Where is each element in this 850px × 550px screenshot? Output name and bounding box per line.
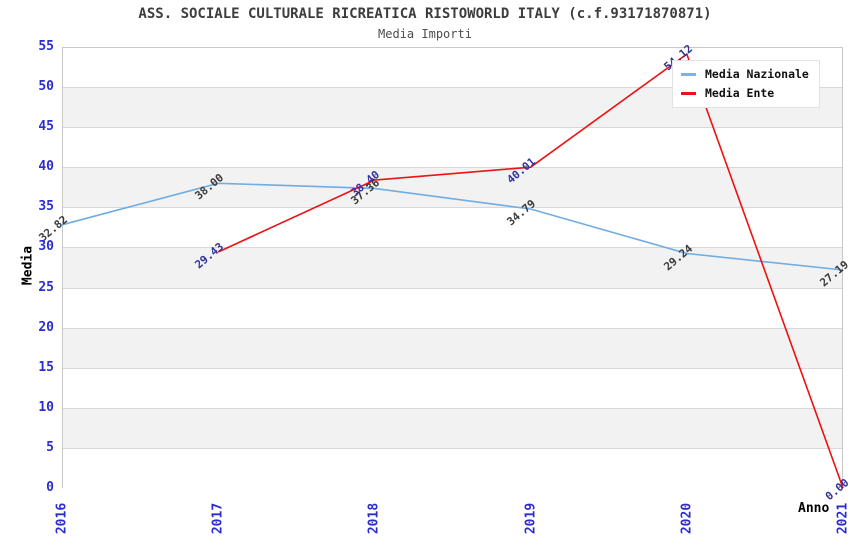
gridline bbox=[63, 327, 842, 329]
gridline bbox=[63, 287, 842, 289]
legend-label-media-ente: Media Ente bbox=[705, 86, 775, 100]
legend-item-media-nazionale: Media Nazionale bbox=[681, 67, 809, 81]
gridline bbox=[63, 127, 842, 129]
gridline bbox=[63, 207, 842, 209]
background-band bbox=[63, 248, 842, 289]
background-band bbox=[63, 128, 842, 169]
background-band bbox=[63, 168, 842, 209]
plot-area bbox=[62, 47, 843, 489]
chart-title: ASS. SOCIALE CULTURALE RICREATICA RISTOW… bbox=[138, 6, 712, 22]
x-tick-label: 2018 bbox=[366, 502, 382, 535]
x-axis-title: Anno bbox=[798, 501, 830, 516]
legend: Media Nazionale Media Ente bbox=[672, 60, 820, 108]
y-tick-label: 25 bbox=[38, 279, 54, 295]
x-tick-label: 2020 bbox=[679, 502, 695, 535]
background-band bbox=[63, 288, 842, 329]
background-band bbox=[63, 448, 842, 489]
x-tick-label: 2017 bbox=[210, 502, 226, 535]
y-tick-label: 50 bbox=[38, 79, 54, 95]
media-nazionale-line-swatch bbox=[681, 72, 696, 76]
y-tick-label: 40 bbox=[38, 159, 54, 175]
y-tick-label: 5 bbox=[46, 439, 54, 455]
x-tick-label: 2019 bbox=[523, 502, 539, 535]
y-tick-label: 30 bbox=[38, 239, 54, 255]
x-tick-label: 2016 bbox=[54, 502, 70, 535]
media-ente-line-swatch bbox=[681, 91, 696, 95]
gridline bbox=[63, 167, 842, 169]
y-tick-label: 0 bbox=[46, 480, 54, 495]
y-tick-label: 20 bbox=[38, 319, 54, 335]
gridline bbox=[63, 247, 842, 249]
chart-subtitle: Media Importi bbox=[378, 27, 472, 41]
y-tick-label: 45 bbox=[38, 119, 54, 135]
y-tick-label: 15 bbox=[38, 359, 54, 375]
gridline bbox=[63, 367, 842, 369]
background-band bbox=[63, 328, 842, 369]
y-tick-label: 35 bbox=[38, 199, 54, 215]
y-tick-label: 10 bbox=[38, 399, 54, 415]
background-band bbox=[63, 408, 842, 449]
gridline bbox=[63, 407, 842, 409]
background-band bbox=[63, 208, 842, 249]
y-tick-label: 55 bbox=[38, 39, 54, 54]
gridline bbox=[63, 447, 842, 449]
legend-label-media-nazionale: Media Nazionale bbox=[705, 67, 809, 81]
legend-item-media-ente: Media Ente bbox=[681, 86, 809, 100]
x-tick-label: 2021 bbox=[835, 502, 850, 535]
background-band bbox=[63, 368, 842, 409]
